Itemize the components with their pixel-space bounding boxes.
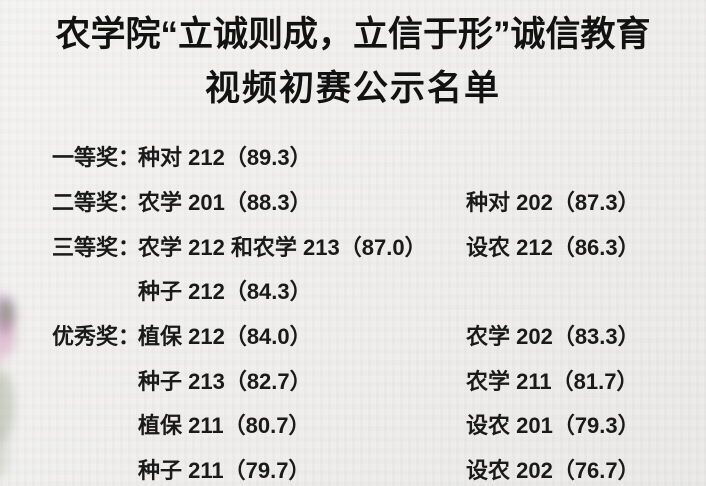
award-tier-label: 优秀奖：	[52, 324, 141, 350]
award-entry: 设农 212（86.3）	[466, 234, 640, 260]
award-row-first-prize: 一等奖： 种对 212（89.3）	[52, 134, 706, 179]
award-row-second-prize: 二等奖： 农学 201（88.3） 种对 202（87.3）	[52, 179, 706, 224]
award-entry: 种子 213（82.7）	[138, 368, 312, 394]
award-entry: 农学 211（81.7）	[466, 368, 639, 394]
award-entry: 植保 211（80.7）	[138, 413, 311, 439]
award-entry: 农学 202（83.3）	[466, 324, 640, 350]
award-tier-label: 一等奖：	[52, 145, 141, 171]
award-entry: 植保 212（84.0）	[138, 324, 312, 350]
award-row-excellence-cont: 种子 211（79.7） 设农 202（76.7）	[52, 447, 706, 486]
award-row-excellence-cont: 植保 211（80.7） 设农 201（79.3）	[52, 402, 706, 447]
award-entry: 农学 212 和农学 213（87.0）	[138, 234, 427, 260]
award-row-third-prize-cont: 种子 212（84.3）	[52, 268, 706, 313]
award-entry: 种子 212（84.3）	[138, 279, 312, 305]
award-entry: 种子 211（79.7）	[138, 458, 311, 484]
leaf-blob-light	[0, 370, 14, 442]
flower-blob-magenta	[0, 320, 16, 354]
award-tier-label: 三等奖：	[52, 234, 141, 260]
flower-blob-pink	[0, 340, 8, 366]
award-entry: 设农 202（76.7）	[466, 458, 640, 484]
floral-left-decoration	[0, 288, 50, 483]
award-list: 一等奖： 种对 212（89.3） 二等奖： 农学 201（88.3） 种对 2…	[52, 134, 706, 486]
title-line-1: 农学院“立诚则成，立信于形”诚信教育	[55, 15, 651, 54]
award-tier-label: 二等奖：	[52, 190, 141, 216]
leaf-blob-tail	[0, 430, 8, 478]
award-entry: 种对 202（87.3）	[466, 190, 640, 216]
award-row-excellence-prize: 优秀奖： 植保 212（84.0） 农学 202（83.3）	[52, 313, 706, 358]
award-row-third-prize: 三等奖： 农学 212 和农学 213（87.0） 设农 212（86.3）	[52, 223, 706, 268]
award-entry: 农学 201（88.3）	[138, 190, 312, 216]
award-entry: 设农 201（79.3）	[466, 413, 640, 439]
page-title: 农学院“立诚则成，立信于形”诚信教育 视频初赛公示名单	[0, 8, 706, 116]
title-line-2: 视频初赛公示名单	[204, 69, 501, 108]
award-row-excellence-cont: 种子 213（82.7） 农学 211（81.7）	[52, 357, 706, 402]
award-entry: 种对 212（89.3）	[138, 145, 312, 171]
